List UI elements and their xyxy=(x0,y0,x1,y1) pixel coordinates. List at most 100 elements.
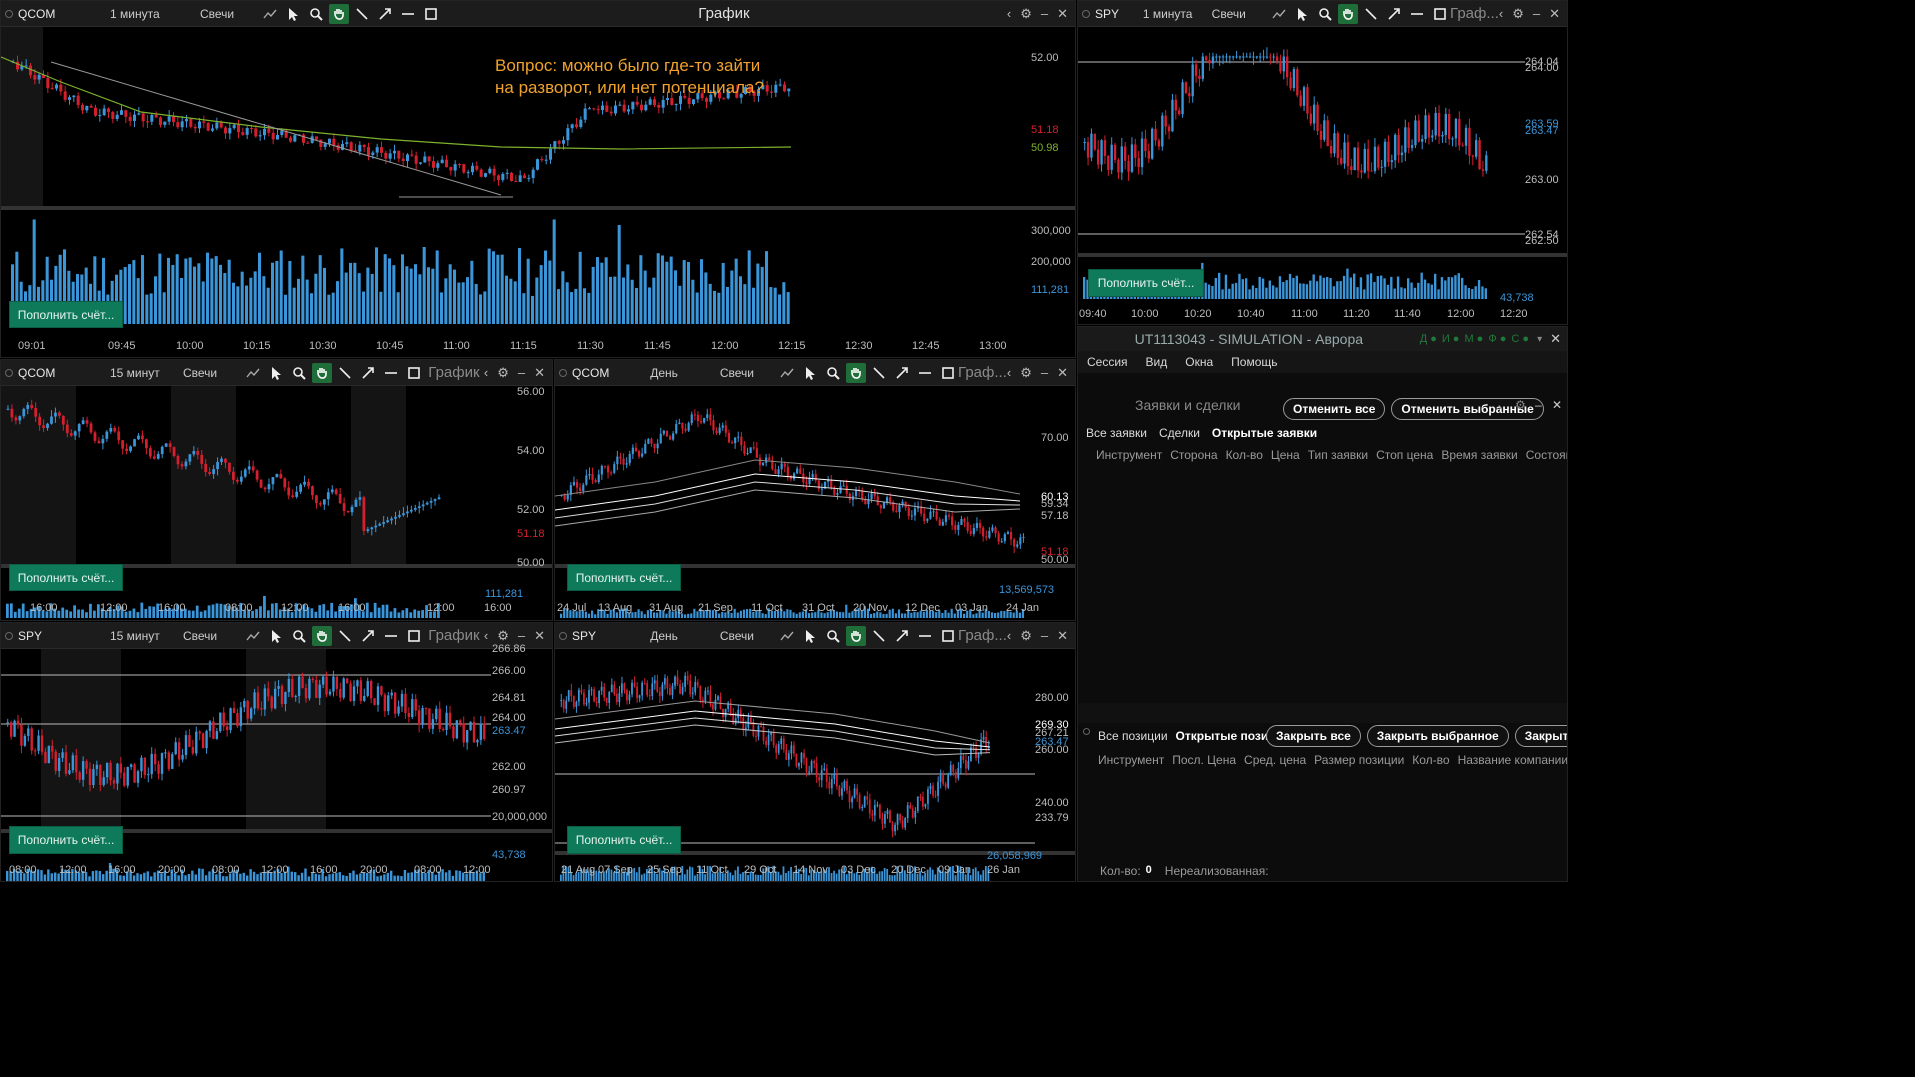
zoom-icon[interactable] xyxy=(1315,4,1335,24)
chevron-down-icon[interactable]: ▾ xyxy=(1537,333,1543,345)
chevron-right-icon[interactable]: › xyxy=(1498,400,1502,414)
hline-icon[interactable] xyxy=(915,626,935,646)
interval-select[interactable]: 1 минута xyxy=(1143,7,1212,21)
tab-all-positions[interactable]: Все позиции xyxy=(1098,729,1168,743)
qcom15-price-plot[interactable] xyxy=(1,386,553,621)
gear-icon[interactable]: ⚙ xyxy=(497,627,509,643)
chevron-left-icon[interactable]: ‹ xyxy=(1006,628,1012,643)
spy15-price-plot[interactable] xyxy=(1,649,553,882)
minimize-icon[interactable]: – xyxy=(1040,365,1049,380)
positions-column-header[interactable]: Сред. цена xyxy=(1244,753,1307,767)
tab-deals[interactable]: Сделки xyxy=(1159,426,1200,440)
main-price-plot[interactable] xyxy=(1,27,1076,358)
fill-account-button[interactable]: Пополнить счёт... xyxy=(9,301,123,328)
fill-account-button[interactable]: Пополнить счёт... xyxy=(567,826,681,854)
close-icon[interactable]: ✕ xyxy=(1550,331,1561,346)
symbol-selector[interactable]: SPY xyxy=(572,628,597,643)
status-indicator[interactable]: Д ● xyxy=(1419,333,1437,345)
hline-icon[interactable] xyxy=(381,363,401,383)
line-draw-icon[interactable] xyxy=(869,363,889,383)
fill-account-button[interactable]: Пополнить счёт... xyxy=(1088,269,1204,297)
fill-account-button[interactable]: Пополнить счёт... xyxy=(567,564,681,591)
line-draw-icon[interactable] xyxy=(1361,4,1381,24)
tab-open-positions[interactable]: Открытые позиции xyxy=(1175,729,1291,743)
interval-select[interactable]: День xyxy=(650,366,720,380)
frame-icon[interactable] xyxy=(938,363,958,383)
arrow-draw-icon[interactable] xyxy=(375,4,395,24)
close-icon[interactable]: ✕ xyxy=(1552,398,1563,412)
hand-icon[interactable] xyxy=(312,625,332,646)
line-chart-icon[interactable] xyxy=(243,626,263,646)
orders-column-header[interactable]: Кол-во xyxy=(1225,448,1263,462)
orders-column-header[interactable]: Время заявки xyxy=(1441,448,1518,462)
interval-select[interactable]: 15 минут xyxy=(110,366,183,380)
qcomD-price-plot[interactable] xyxy=(555,386,1076,621)
gear-icon[interactable]: ⚙ xyxy=(1020,5,1032,21)
spyD-price-plot[interactable] xyxy=(555,649,1076,882)
positions-column-header[interactable]: Кол-во xyxy=(1412,753,1450,767)
hand-icon[interactable] xyxy=(846,625,867,646)
hline-icon[interactable] xyxy=(381,626,401,646)
frame-icon[interactable] xyxy=(938,626,958,646)
close-icon[interactable]: ✕ xyxy=(1057,364,1068,380)
status-indicator[interactable]: С ● xyxy=(1511,333,1530,345)
chevron-left-icon[interactable]: ‹ xyxy=(483,365,489,380)
minimize-icon[interactable]: – xyxy=(1535,398,1542,412)
gear-icon[interactable]: ⚙ xyxy=(1512,5,1524,21)
hand-icon[interactable] xyxy=(1338,3,1359,24)
gear-icon[interactable]: ⚙ xyxy=(1020,627,1032,643)
symbol-selector[interactable]: QCOM xyxy=(572,365,610,380)
line-draw-icon[interactable] xyxy=(335,626,355,646)
zoom-icon[interactable] xyxy=(823,626,843,646)
interval-select[interactable]: День xyxy=(650,629,720,643)
positions-column-header[interactable]: Инструмент xyxy=(1098,753,1165,767)
cursor-icon[interactable] xyxy=(266,626,286,646)
link-dot-icon[interactable] xyxy=(5,9,13,18)
symbol-selector[interactable]: SPY xyxy=(18,628,43,643)
line-chart-icon[interactable] xyxy=(777,363,797,383)
line-chart-icon[interactable] xyxy=(777,626,797,646)
cursor-icon[interactable] xyxy=(266,363,286,383)
zoom-icon[interactable] xyxy=(306,4,326,24)
close-long-button[interactable]: Закрыть длинные xyxy=(1514,725,1567,747)
gear-icon[interactable]: ⚙ xyxy=(1515,398,1526,412)
close-icon[interactable]: ✕ xyxy=(534,627,545,643)
fill-account-button[interactable]: Пополнить счёт... xyxy=(9,826,123,854)
link-dot-icon[interactable] xyxy=(1082,9,1090,18)
zoom-icon[interactable] xyxy=(289,363,309,383)
frame-icon[interactable] xyxy=(404,626,424,646)
interval-select[interactable]: 1 минута xyxy=(110,7,200,21)
minimize-icon[interactable]: – xyxy=(1040,628,1049,643)
close-icon[interactable]: ✕ xyxy=(534,364,545,380)
cancel-selected-button[interactable]: Отменить выбранные xyxy=(1391,398,1544,420)
frame-icon[interactable] xyxy=(421,4,441,24)
hline-icon[interactable] xyxy=(1407,4,1427,24)
line-draw-icon[interactable] xyxy=(335,363,355,383)
minimize-icon[interactable]: – xyxy=(1532,6,1541,21)
zoom-icon[interactable] xyxy=(289,626,309,646)
minimize-icon[interactable]: – xyxy=(1040,6,1049,21)
orders-column-header[interactable]: Стоп цена xyxy=(1376,448,1434,462)
arrow-draw-icon[interactable] xyxy=(358,363,378,383)
hline-icon[interactable] xyxy=(398,4,418,24)
orders-column-header[interactable]: Сторона xyxy=(1170,448,1218,462)
line-draw-icon[interactable] xyxy=(352,4,372,24)
chevron-left-icon[interactable]: ‹ xyxy=(483,628,489,643)
interval-select[interactable]: 15 минут xyxy=(110,629,183,643)
tab-open-orders[interactable]: Открытые заявки xyxy=(1211,426,1318,440)
symbol-selector[interactable]: SPY xyxy=(1095,6,1120,21)
line-chart-icon[interactable] xyxy=(243,363,263,383)
link-dot-icon[interactable] xyxy=(1083,728,1090,735)
symbol-selector[interactable]: QCOM xyxy=(18,6,56,21)
frame-icon[interactable] xyxy=(1430,4,1450,24)
spy1-price-plot[interactable] xyxy=(1078,27,1568,325)
orders-column-header[interactable]: Инструмент xyxy=(1096,448,1163,462)
link-dot-icon[interactable] xyxy=(5,631,13,640)
chart-type-select[interactable]: Свечи xyxy=(183,366,243,380)
frame-icon[interactable] xyxy=(404,363,424,383)
chart-type-select[interactable]: Свечи xyxy=(720,629,777,643)
close-selected-button[interactable]: Закрыть выбранное xyxy=(1366,725,1509,747)
chart-type-select[interactable]: Свечи xyxy=(720,366,777,380)
arrow-draw-icon[interactable] xyxy=(1384,4,1404,24)
arrow-draw-icon[interactable] xyxy=(892,626,912,646)
